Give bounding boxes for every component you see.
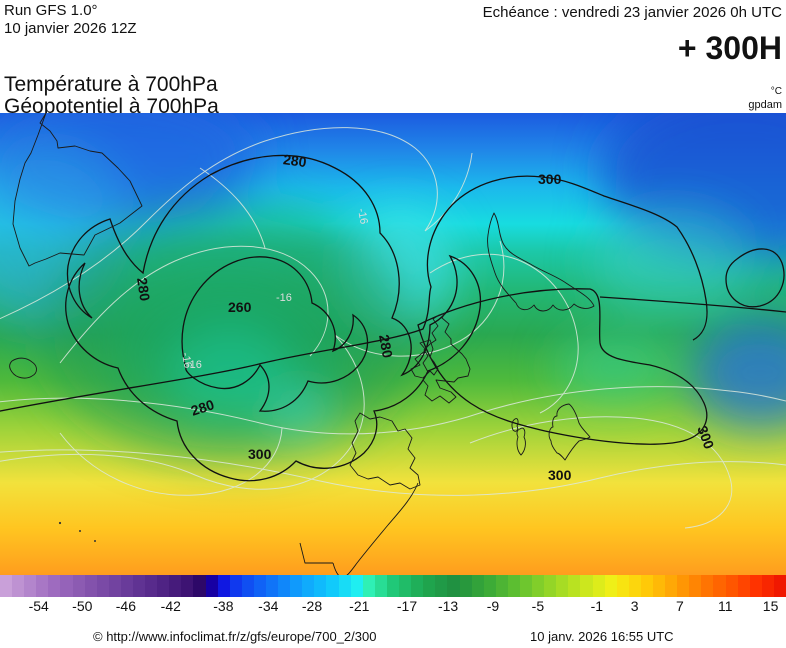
svg-text:280: 280 xyxy=(134,277,153,303)
svg-text:260: 260 xyxy=(228,299,252,315)
svg-text:280: 280 xyxy=(282,151,308,170)
svg-text:-16: -16 xyxy=(276,292,292,304)
svg-text:-16: -16 xyxy=(186,359,202,371)
svg-text:300: 300 xyxy=(248,446,272,462)
svg-text:300: 300 xyxy=(538,171,562,187)
svg-text:300: 300 xyxy=(548,467,572,483)
